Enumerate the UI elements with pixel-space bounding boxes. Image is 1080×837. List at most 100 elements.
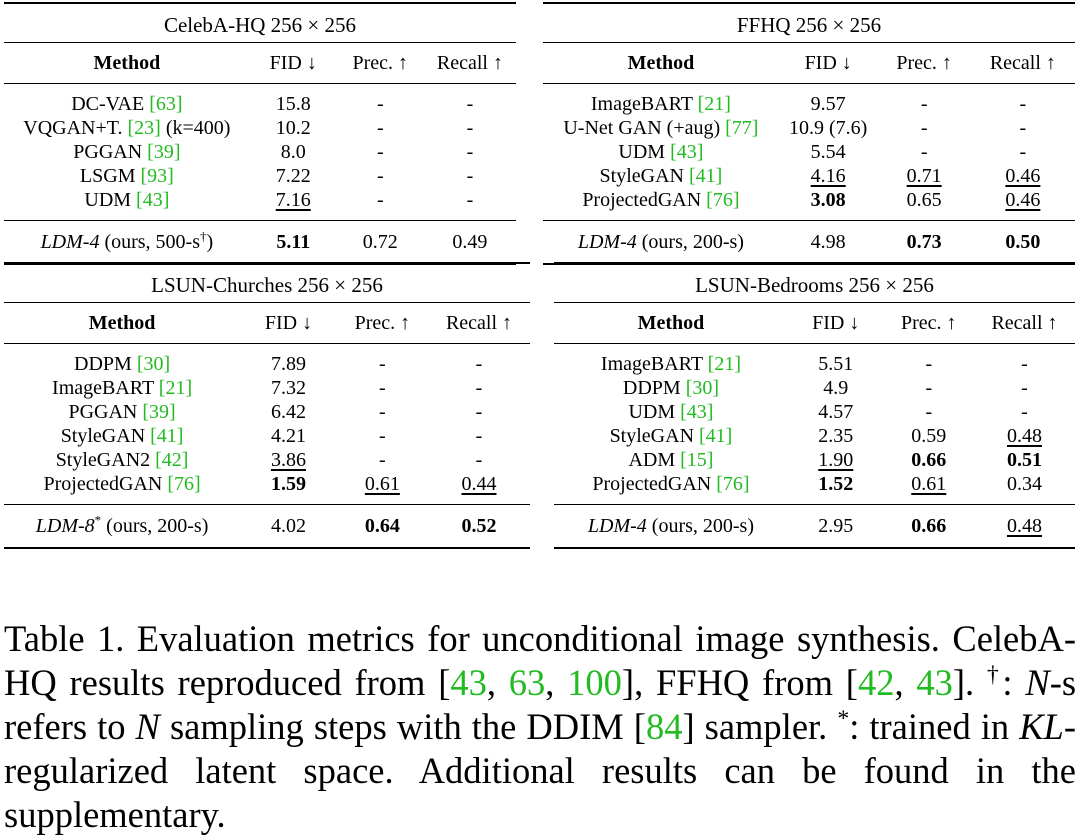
citation-ref[interactable]: [39] — [147, 141, 181, 163]
fid-cell-value: 4.9 — [823, 377, 849, 399]
fid-cell-value: 7.22 — [275, 165, 311, 187]
ours-row: LDM-4 (ours, 200-s) 2.95 0.66 0.48 — [554, 504, 1075, 548]
recall-cell-value: - — [466, 189, 474, 211]
fid-cell: 2.35 — [788, 424, 884, 448]
citation-ref[interactable]: [39] — [142, 401, 176, 423]
citation-ref[interactable]: [23] — [127, 117, 161, 139]
method-name: StyleGAN — [60, 425, 151, 447]
fid-cell: 9.57 — [778, 83, 878, 116]
recall-cell-value: 0.44 — [461, 473, 497, 495]
citation-ref[interactable]: [21] — [707, 353, 741, 375]
recall-cell-value: 0.49 — [452, 230, 488, 253]
col-header-recall: Recall ↑ — [436, 51, 503, 74]
precision-cell: - — [336, 343, 428, 376]
fid-cell-value: 10.9 (7.6) — [789, 117, 868, 139]
fid-cell: 7.22 — [250, 164, 337, 188]
citation-ref[interactable]: [76] — [716, 473, 750, 495]
table-row: ProjectedGAN [76] 1.52 0.61 0.34 — [554, 472, 1075, 505]
bottom-rule — [543, 263, 1075, 265]
precision-cell-value: - — [376, 141, 384, 163]
recall-cell: 0.49 — [423, 220, 516, 263]
fid-cell: 10.9 (7.6) — [779, 116, 878, 140]
citation-ref[interactable]: [41] — [699, 425, 733, 447]
precision-cell: - — [337, 164, 424, 188]
caption-ref[interactable]: 84 — [645, 705, 683, 747]
fid-cell: 1.90 — [788, 448, 884, 472]
method-name: LDM-8 — [35, 514, 95, 537]
citation-ref[interactable]: [41] — [688, 165, 723, 187]
caption-ref[interactable]: 43 — [916, 661, 953, 703]
precision-cell: 0.61 — [337, 472, 428, 505]
top-rule — [4, 262, 530, 264]
precision-cell: 0.59 — [884, 424, 974, 448]
method-cell: UDM [43] — [554, 400, 788, 424]
citation-ref[interactable]: [76] — [167, 473, 201, 495]
precision-cell: 0.61 — [884, 472, 974, 505]
fid-cell-value: 5.11 — [276, 230, 311, 253]
citation-ref[interactable]: [21] — [158, 377, 193, 399]
citation-ref[interactable]: [41] — [150, 425, 184, 447]
citation-ref[interactable]: [42] — [155, 449, 189, 471]
table-row: StyleGAN2 [42] 3.86 - - — [4, 448, 530, 472]
recall-cell-value: 0.46 — [1005, 189, 1041, 211]
caption-ref[interactable]: 100 — [567, 661, 622, 703]
precision-cell: - — [878, 116, 971, 140]
method-name: StyleGAN — [609, 425, 700, 447]
citation-ref[interactable]: [21] — [697, 93, 731, 115]
method-cell: StyleGAN [41] — [554, 424, 788, 448]
col-header-fid: FID ↓ — [269, 51, 317, 74]
precision-cell: - — [336, 83, 424, 116]
method-cell: VQGAN+T. [23] (k=400) — [4, 116, 250, 140]
precision-cell-value: - — [379, 377, 386, 399]
method-cell: LSGM [93] — [4, 164, 250, 188]
method-cell: LDM-4 (ours, 500-s†) — [4, 220, 250, 263]
citation-ref[interactable]: [30] — [136, 353, 171, 375]
precision-cell: 0.73 — [877, 220, 971, 263]
method-suffix: (k=400) — [160, 117, 231, 139]
method-name: UDM — [628, 401, 681, 423]
recall-cell: - — [428, 424, 530, 448]
fid-cell-value: 4.02 — [270, 514, 306, 537]
citation-ref[interactable]: [43] — [670, 141, 704, 163]
fid-cell-value: 3.86 — [270, 449, 306, 471]
recall-cell: 0.44 — [428, 472, 530, 505]
col-header-method: Method — [627, 51, 695, 74]
table-row: VQGAN+T. [23] (k=400) 10.2 - - — [4, 116, 516, 140]
citation-ref[interactable]: [77] — [725, 117, 759, 139]
citation-ref[interactable]: [43] — [136, 189, 170, 211]
precision-cell-value: - — [920, 93, 928, 115]
method-name: PGGAN — [68, 401, 143, 423]
col-header-fid: FID ↓ — [812, 311, 860, 334]
fid-cell: 4.9 — [788, 376, 884, 400]
method-suffix: (ours, 200-s) — [101, 514, 209, 537]
method-cell: ProjectedGAN [76] — [4, 472, 240, 505]
recall-cell: 0.50 — [970, 220, 1075, 263]
precision-cell-value: 0.59 — [911, 425, 947, 447]
precision-cell-value: - — [376, 93, 384, 115]
precision-cell-value: - — [379, 401, 386, 423]
citation-ref[interactable]: [76] — [706, 189, 740, 211]
citation-ref[interactable]: [93] — [140, 165, 174, 187]
citation-ref[interactable]: [63] — [149, 93, 183, 115]
caption-ref[interactable]: 63 — [508, 661, 546, 703]
footnote-mark: † — [200, 227, 207, 243]
fid-cell-value: 3.08 — [810, 189, 846, 211]
citation-ref[interactable]: [15] — [680, 449, 714, 471]
precision-cell: - — [337, 116, 424, 140]
col-header-method: Method — [88, 311, 156, 334]
recall-cell-value: - — [1021, 401, 1028, 423]
recall-cell-value: - — [466, 165, 474, 187]
citation-ref[interactable]: [30] — [685, 377, 720, 399]
precision-cell-value: - — [925, 377, 933, 399]
precision-cell: 0.64 — [336, 504, 428, 548]
fid-cell-value: 8.0 — [280, 141, 306, 163]
fid-cell: 5.11 — [249, 220, 337, 263]
method-name: ImageBART — [600, 353, 708, 375]
col-header-precision: Prec. ↑ — [896, 51, 952, 74]
table-row: ImageBART [21] 9.57 - - — [543, 83, 1075, 116]
method-cell: StyleGAN2 [42] — [4, 448, 240, 472]
table-row: UDM [43] 4.57 - - — [554, 400, 1075, 424]
caption-ref[interactable]: 43 — [450, 661, 487, 703]
citation-ref[interactable]: [43] — [680, 401, 714, 423]
caption-ref[interactable]: 42 — [857, 661, 895, 703]
